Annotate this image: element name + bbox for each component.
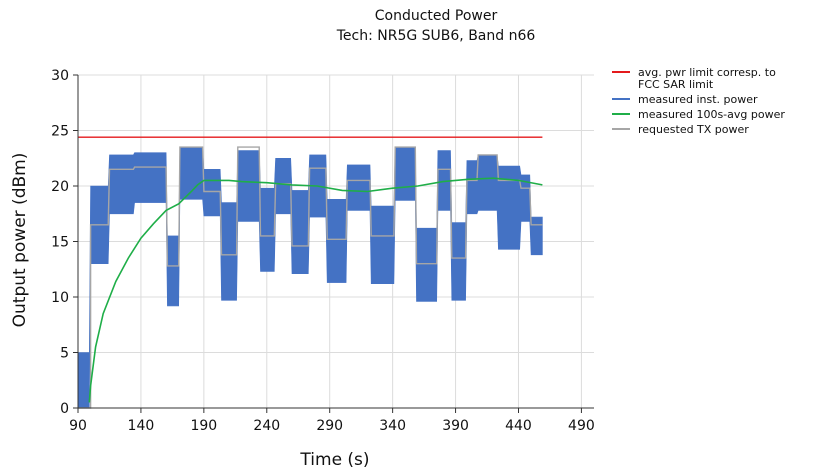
plot-area (77, 136, 543, 409)
x-tick-label: 140 (128, 418, 155, 434)
x-axis-ticks: 90 140 190 240 290 340 390 440 490 (69, 408, 595, 434)
chart-subtitle: Tech: NR5G SUB6, Band n66 (336, 28, 536, 44)
measured-100s-avg-power-series (88, 177, 543, 403)
y-tick-label: 10 (51, 290, 69, 306)
legend-item: measured 100s-avg power (612, 108, 785, 121)
y-tick-label: 30 (51, 68, 69, 84)
x-axis-label: Time (s) (299, 450, 369, 470)
y-tick-label: 0 (60, 401, 69, 417)
y-tick-label: 20 (51, 179, 69, 195)
x-tick-label: 490 (568, 418, 595, 434)
x-tick-label: 90 (69, 418, 87, 434)
y-axis-label: Output power (dBm) (10, 153, 30, 328)
y-tick-label: 25 (51, 124, 69, 140)
chart-title: Conducted Power (375, 8, 498, 24)
x-tick-label: 340 (379, 418, 406, 434)
x-tick-label: 190 (190, 418, 217, 434)
x-tick-label: 240 (253, 418, 280, 434)
y-axis-ticks: 0 5 10 15 20 25 30 (51, 68, 78, 417)
legend-label: requested TX power (638, 123, 749, 136)
requested-tx-power-series (78, 146, 543, 409)
legend-label: avg. pwr limit corresp. to FCC SAR limit (638, 66, 776, 91)
legend-label: measured 100s-avg power (638, 108, 785, 121)
legend: avg. pwr limit corresp. to FCC SAR limit m… (612, 66, 785, 136)
legend-item: measured inst. power (612, 93, 758, 106)
legend-label: measured inst. power (638, 93, 758, 106)
x-tick-label: 390 (442, 418, 469, 434)
measured-inst-power-series (77, 146, 543, 409)
legend-item: avg. pwr limit corresp. to FCC SAR limit (612, 66, 776, 91)
y-tick-label: 15 (51, 235, 69, 251)
y-tick-label: 5 (60, 346, 69, 362)
legend-item: requested TX power (612, 123, 749, 136)
x-tick-label: 440 (505, 418, 532, 434)
x-tick-label: 290 (316, 418, 343, 434)
